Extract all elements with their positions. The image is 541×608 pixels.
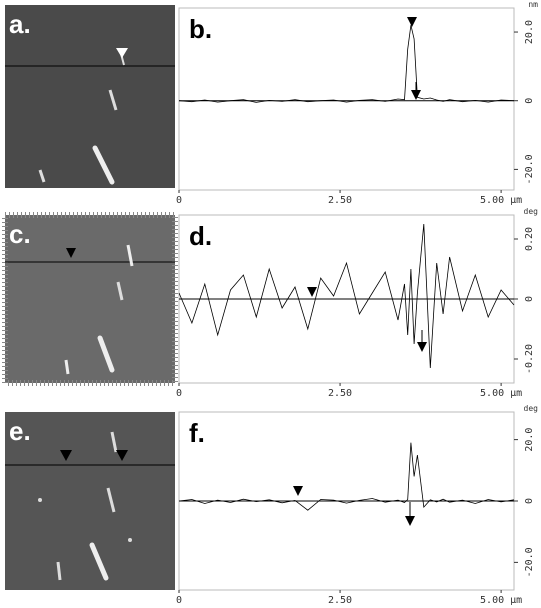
y-tick-label: 0 [524, 98, 535, 104]
x-tick-label: 5.00 µm [480, 388, 522, 399]
y-tick-label: 20.0 [524, 428, 535, 452]
y-tick-label: 20.0 [524, 20, 535, 44]
panel-label: c. [9, 219, 31, 249]
y-tick-label: -20.0 [524, 547, 535, 577]
y-tick-label: -20.0 [524, 154, 535, 184]
x-tick-label: 0 [176, 195, 182, 206]
y-tick-label: 0 [524, 498, 535, 504]
unit-label: deg [524, 207, 539, 216]
marker [407, 17, 417, 27]
y-tick-label: -0.20 [524, 344, 535, 374]
profile-line [178, 442, 515, 511]
panel-label: d. [189, 221, 212, 251]
marker [417, 342, 427, 352]
marker [307, 287, 317, 297]
marker [293, 486, 303, 496]
x-tick-label: 0 [176, 388, 182, 399]
panel-label: b. [189, 14, 212, 44]
x-tick-label: 2.50 [328, 388, 352, 399]
unit-label: nm [528, 0, 538, 9]
y-tick-label: 0 [524, 296, 535, 302]
panel-label: e. [9, 416, 31, 446]
x-tick-label: 5.00 µm [480, 595, 522, 606]
marker [405, 516, 415, 526]
x-tick-label: 2.50 [328, 195, 352, 206]
profile-line [178, 223, 515, 369]
x-tick-label: 0 [176, 595, 182, 606]
unit-label: deg [524, 404, 539, 413]
plot-frame [178, 7, 515, 191]
y-tick-label: 0.20 [524, 227, 535, 251]
panel-label: a. [9, 9, 31, 39]
x-tick-label: 2.50 [328, 595, 352, 606]
afm-image-a [5, 5, 175, 188]
afm-image-c [2, 212, 178, 386]
profile-line [178, 25, 515, 103]
x-tick-label: 5.00 µm [480, 195, 522, 206]
marker [411, 90, 421, 100]
afm-image-e [5, 412, 175, 590]
panel-label: f. [189, 418, 205, 448]
